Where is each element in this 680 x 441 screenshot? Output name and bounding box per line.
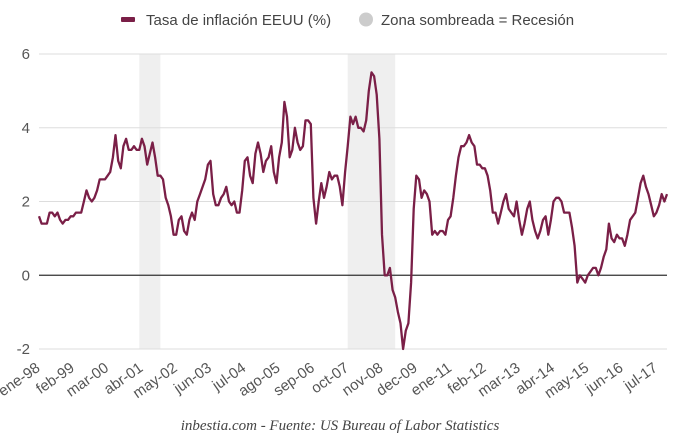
legend-label-inflation: Tasa de inflación EEUU (%) — [146, 12, 331, 29]
legend-label-recession: Zona sombreada = Recesión — [381, 12, 574, 29]
y-tick-label: 4 — [22, 120, 30, 137]
legend: Tasa de inflación EEUU (%) Zona sombread… — [121, 12, 574, 29]
grid-lines — [39, 53, 667, 350]
y-tick-label: 0 — [22, 267, 30, 284]
y-tick-label: 6 — [22, 46, 30, 63]
x-tick-label: jun-16 — [582, 359, 627, 397]
legend-recession-swatch — [359, 12, 373, 27]
x-tick-label: jul-17 — [620, 359, 661, 395]
x-axis: ene-98feb-99mar-00abr-01may-02jun-03jul-… — [0, 359, 661, 402]
inflation-line — [37, 71, 669, 351]
x-tick-label: jun-03 — [170, 359, 215, 397]
x-tick-label: ene-98 — [0, 359, 43, 400]
chart-footer-source: inbestia.com - Fuente: US Bureau of Labo… — [181, 418, 500, 434]
y-axis: -2 0 2 4 6 — [17, 46, 30, 358]
legend-line-swatch — [121, 17, 135, 22]
y-tick-label: -2 — [17, 341, 30, 358]
y-tick-label: 2 — [22, 194, 30, 211]
